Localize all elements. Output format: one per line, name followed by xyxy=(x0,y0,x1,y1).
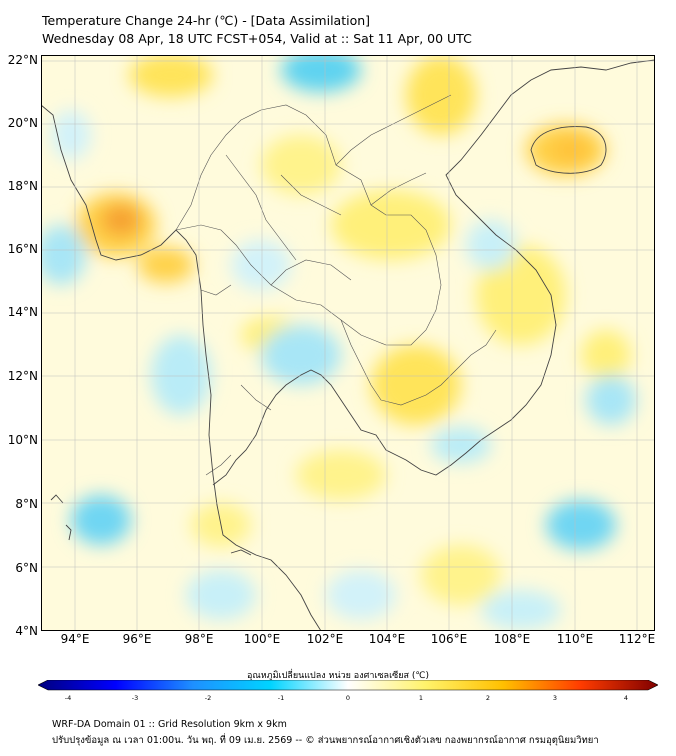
lat-label-22n: 22°N xyxy=(7,53,38,67)
colorbar-gradient xyxy=(38,680,658,691)
map-frame xyxy=(41,55,655,631)
lon-label-104e: 104°E xyxy=(368,632,406,646)
colorbar-tick-label: -2 xyxy=(204,694,212,702)
lat-label-16n: 16°N xyxy=(7,242,38,256)
lon-label-112e: 112°E xyxy=(618,632,656,646)
colorbar-title: อุณหภูมิเปลี่ยนแปลง หน่วย องศาเซลเซียส (… xyxy=(246,671,430,681)
temperature-field xyxy=(41,55,636,630)
lat-label-6n: 6°N xyxy=(15,561,38,575)
chart-title: Temperature Change 24-hr (℃) - [Data Ass… xyxy=(42,13,371,28)
colorbar-tick-label: -1 xyxy=(277,694,285,702)
colorbar-tick-label: 4 xyxy=(623,694,629,702)
lon-label-94e: 94°E xyxy=(60,632,90,646)
lat-label-14n: 14°N xyxy=(7,305,38,319)
lon-label-110e: 110°E xyxy=(556,632,594,646)
lat-label-20n: 20°N xyxy=(7,116,38,130)
colorbar-tick-label: 3 xyxy=(552,694,558,702)
lon-label-108e: 108°E xyxy=(493,632,531,646)
chart-subtitle: Wednesday 08 Apr, 18 UTC FCST+054, Valid… xyxy=(42,31,472,46)
lat-label-10n: 10°N xyxy=(7,433,38,447)
lat-label-18n: 18°N xyxy=(7,179,38,193)
colorbar-tick-label: -3 xyxy=(131,694,139,702)
lat-label-8n: 8°N xyxy=(15,497,38,511)
colorbar-tick-label: 0 xyxy=(345,694,351,702)
lon-label-100e: 100°E xyxy=(243,632,281,646)
colorbar-tick-label: 1 xyxy=(418,694,424,702)
colorbar-tick-label: -4 xyxy=(64,694,72,702)
lon-label-96e: 96°E xyxy=(122,632,152,646)
lon-label-98e: 98°E xyxy=(184,632,214,646)
gridlines xyxy=(41,55,655,631)
footer-model-info: WRF-DA Domain 01 :: Grid Resolution 9km … xyxy=(52,719,287,730)
colorbar xyxy=(38,680,658,691)
lon-label-106e: 106°E xyxy=(430,632,468,646)
lat-label-4n: 4°N xyxy=(15,624,38,638)
temperature-map xyxy=(41,55,655,631)
colorbar-tick-label: 2 xyxy=(485,694,491,702)
lat-label-12n: 12°N xyxy=(7,369,38,383)
footer-credit: ปรับปรุงข้อมูล ณ เวลา 01:00น. วัน พฤ. ที… xyxy=(52,735,599,746)
country-borders xyxy=(175,94,497,476)
lon-label-102e: 102°E xyxy=(306,632,344,646)
